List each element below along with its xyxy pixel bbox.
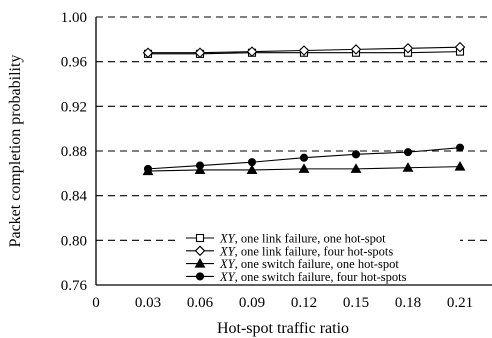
data-point-s3-3	[299, 153, 309, 162]
data-point-s1-6	[454, 41, 466, 53]
y-tick-label-6: 1.00	[61, 10, 87, 26]
data-point-s1-1	[194, 47, 206, 59]
legend-label-prefix-3: XY	[219, 270, 237, 284]
x-axis-title: Hot-spot traffic ratio	[217, 320, 349, 337]
data-point-s1-5	[402, 42, 414, 54]
legend-label-1: XY, one link failure, four hot-spots	[219, 244, 393, 258]
data-point-s3-2	[247, 158, 257, 167]
data-point-s1-0	[142, 47, 154, 59]
data-point-s2-2	[246, 164, 258, 175]
series-3	[143, 143, 465, 173]
data-point-s3-6	[455, 143, 465, 152]
legend-label-3: XY, one switch failure, four hot-spots	[219, 270, 407, 284]
data-point-s3-5	[403, 148, 413, 157]
x-tick-label-4: 0.12	[291, 295, 317, 311]
x-tick-label-3: 0.09	[239, 295, 265, 311]
data-point-s2-6	[454, 161, 466, 171]
data-point-s1-3	[298, 45, 310, 56]
legend-entry-0: XY, one link failure, one hot-spot	[186, 232, 386, 246]
legend-entry-3: XY, one switch failure, four hot-spots	[186, 270, 407, 284]
series-2	[142, 161, 466, 176]
legend-marker-0	[195, 233, 205, 243]
y-tick-label-2: 0.84	[61, 189, 88, 205]
x-tick-label-2: 0.06	[187, 295, 214, 311]
x-tick-label-7: 0.21	[447, 295, 473, 311]
y-tick-label-3: 0.88	[61, 144, 87, 160]
legend-label-2: XY, one switch failure, one hot-spot	[219, 257, 399, 271]
y-tick-labels: 0.76 0.80 0.84 0.88 0.92 0.96 1.00	[61, 10, 88, 294]
data-point-s3-1	[195, 161, 205, 170]
legend-entry-1: XY, one link failure, four hot-spots	[186, 244, 393, 258]
data-point-s1-2	[246, 46, 258, 57]
legend-label-prefix-1: XY	[219, 244, 237, 258]
data-point-s1-4	[350, 44, 362, 55]
y-tick-label-0: 0.76	[61, 278, 88, 294]
legend-marker-3	[195, 272, 205, 281]
series-1	[142, 41, 466, 59]
legend-label-0: XY, one link failure, one hot-spot	[219, 232, 386, 246]
x-tick-label-5: 0.15	[343, 295, 369, 311]
data-point-s2-5	[402, 162, 414, 172]
data-point-s2-3	[298, 163, 310, 173]
y-tick-label-5: 0.96	[61, 55, 88, 71]
data-point-s3-4	[351, 150, 361, 159]
data-point-s3-0	[143, 164, 153, 173]
legend-entry-2: XY, one switch failure, one hot-spot	[186, 257, 399, 271]
legend-label-suffix-0: , one link failure, one hot-spot	[235, 232, 387, 246]
series-group	[142, 41, 466, 176]
x-tick-label-0: 0	[92, 295, 100, 311]
x-tick-label-6: 0.18	[395, 295, 421, 311]
y-axis-title: Packet completion probability	[7, 55, 24, 248]
axes	[95, 17, 492, 286]
legend-marker-2	[194, 257, 206, 268]
legend-label-suffix-3: , one switch failure, four hot-spots	[235, 270, 407, 284]
x-tick-label-1: 0.03	[135, 295, 161, 311]
legend-label-suffix-1: , one link failure, four hot-spots	[235, 244, 394, 258]
legend-label-prefix-0: XY	[219, 232, 237, 246]
y-tick-label-1: 0.80	[61, 233, 87, 249]
legend-background	[180, 229, 460, 281]
legend-label-suffix-2: , one switch failure, one hot-spot	[235, 257, 400, 271]
legend-marker-1	[194, 245, 206, 257]
y-tick-label-4: 0.92	[61, 99, 87, 115]
data-point-s2-4	[350, 163, 362, 173]
x-tick-labels: 0 0.03 0.06 0.09 0.12 0.15 0.18 0.21	[92, 295, 473, 311]
legend-label-prefix-2: XY	[219, 257, 237, 271]
